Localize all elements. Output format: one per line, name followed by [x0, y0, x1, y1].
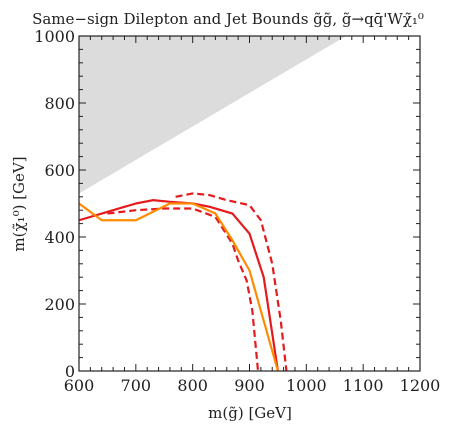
- series-line-2: [107, 207, 260, 372]
- x-tick-label: 900: [234, 376, 265, 395]
- y-tick-label: 1000: [34, 27, 75, 46]
- x-tick-label: 1000: [286, 376, 327, 395]
- x-tick-label: 800: [177, 376, 208, 395]
- y-tick-label: 800: [44, 94, 75, 113]
- y-tick-label: 600: [44, 161, 75, 180]
- x-tick-label: 700: [121, 376, 152, 395]
- series-line-3: [175, 192, 288, 372]
- x-tick-label: 1100: [343, 376, 384, 395]
- y-tick-label: 0: [65, 362, 75, 381]
- excluded-region-layer: [79, 36, 347, 194]
- y-axis-label: m(χ̃₁⁰) [GeV]: [10, 156, 28, 251]
- y-tick-label: 200: [44, 295, 75, 314]
- x-tick-label: 600: [64, 376, 95, 395]
- excluded-region: [79, 36, 347, 194]
- series-line-1: [78, 199, 280, 372]
- series-line-4: [78, 202, 279, 372]
- y-tick-label: 400: [44, 228, 75, 247]
- x-tick-label: 1200: [400, 376, 441, 395]
- series-layer: [78, 192, 288, 372]
- tick-layer: 600 700 800 900 1000 1100 1200 0 200 400 600 800 100…: [34, 27, 440, 395]
- x-axis-label: m(g̃) [GeV]: [208, 404, 292, 422]
- chart-title: Same−sign Dilepton and Jet Bounds g̃g̃, …: [32, 10, 424, 28]
